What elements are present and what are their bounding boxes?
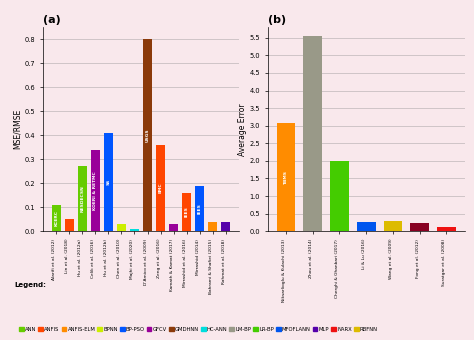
Bar — [383, 221, 402, 231]
Bar — [52, 205, 61, 231]
Text: TBMS: TBMS — [284, 170, 288, 184]
Bar — [221, 222, 230, 231]
Bar — [78, 166, 87, 231]
Text: (b): (b) — [268, 15, 286, 25]
Bar — [169, 224, 178, 231]
Bar — [143, 39, 152, 231]
Text: KCERC: KCERC — [54, 210, 58, 226]
Text: SS: SS — [106, 179, 110, 185]
Bar — [130, 229, 139, 231]
Text: (a): (a) — [43, 15, 60, 25]
Bar — [156, 145, 165, 231]
Text: USGS: USGS — [146, 129, 149, 142]
Text: EMC: EMC — [159, 183, 163, 193]
Bar — [303, 36, 322, 231]
Bar — [91, 150, 100, 231]
Bar — [117, 224, 126, 231]
Text: Legend:: Legend: — [14, 282, 46, 288]
Bar — [437, 227, 456, 231]
Bar — [208, 222, 218, 231]
Bar — [357, 222, 375, 231]
Bar — [195, 186, 204, 231]
Text: KOERI & RETMC: KOERI & RETMC — [93, 171, 97, 210]
Bar — [104, 133, 113, 231]
Bar — [410, 223, 429, 231]
Legend: ANN, ANFIS, ANFIS-ELM, BPNN, BP-PSO, GFCV, GMDHNN, HC-ANN, LM-BP, LR-BP, MFOFLAN: ANN, ANFIS, ANFIS-ELM, BPNN, BP-PSO, GFC… — [17, 325, 380, 334]
Bar — [330, 161, 349, 231]
Y-axis label: MSE/RMSE: MSE/RMSE — [13, 109, 22, 149]
Bar — [182, 193, 191, 231]
Text: IEES: IEES — [185, 207, 189, 218]
Text: NESDECSN: NESDECSN — [80, 185, 84, 212]
Text: IEES: IEES — [198, 203, 202, 214]
Bar — [277, 123, 295, 231]
Bar — [64, 219, 74, 231]
Y-axis label: Average Error: Average Error — [238, 103, 247, 155]
